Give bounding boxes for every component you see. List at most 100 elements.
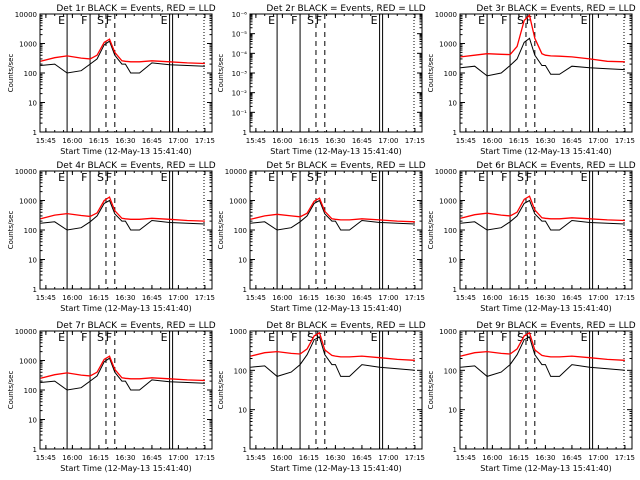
- marker-label: F: [316, 14, 322, 27]
- marker-label: S: [517, 14, 524, 27]
- marker-label: F: [291, 331, 297, 344]
- marker-label: F: [526, 171, 532, 184]
- chart-title: Det 3r BLACK = Events, RED = LLD: [476, 4, 635, 14]
- x-tick-label: 15:45: [456, 137, 476, 145]
- marker-label: F: [106, 171, 112, 184]
- marker-label: F: [526, 14, 532, 27]
- x-tick-label: 16:45: [562, 294, 582, 302]
- y-axis-label: Counts/sec: [217, 54, 225, 93]
- y-tick-label: 1000: [439, 41, 457, 49]
- x-tick-label: 17:15: [615, 294, 635, 302]
- chart-title: Det 7r BLACK = Events, RED = LLD: [56, 321, 215, 331]
- x-tick-label: 17:00: [378, 137, 398, 145]
- marker-label: E: [478, 171, 485, 184]
- chart-title: Det 6r BLACK = Events, RED = LLD: [476, 161, 635, 171]
- x-tick-label: 16:15: [509, 454, 529, 462]
- y-axis-label: Counts/sec: [7, 211, 15, 250]
- x-tick-label: 16:15: [89, 454, 109, 462]
- x-tick-label: 17:00: [588, 294, 608, 302]
- marker-label: E: [58, 331, 65, 344]
- x-tick-label: 16:30: [115, 294, 135, 302]
- x-axis-label: Start Time (12-May-13 15:41:40): [480, 304, 611, 313]
- x-axis-label: Start Time (12-May-13 15:41:40): [480, 464, 611, 473]
- y-tick-label: 10⁻²: [232, 90, 248, 98]
- x-tick-label: 16:00: [62, 294, 82, 302]
- chart-panel-4: Det 4r BLACK = Events, RED = LLD Counts/s…: [7, 161, 216, 313]
- y-tick-label: 100: [234, 227, 247, 235]
- marker-label: E: [161, 171, 168, 184]
- y-tick-label: 10: [28, 257, 37, 265]
- y-axis-label: Counts/sec: [7, 54, 15, 93]
- series-line-events: [460, 336, 625, 377]
- x-axis-label: Start Time (12-May-13 15:41:40): [480, 147, 611, 156]
- y-tick-label: 10000: [15, 168, 37, 176]
- x-axis-label: Start Time (12-May-13 15:41:40): [270, 304, 401, 313]
- marker-label: F: [106, 14, 112, 27]
- y-tick-label: 1: [243, 286, 247, 294]
- chart-title: Det 4r BLACK = Events, RED = LLD: [56, 161, 215, 171]
- marker-label: S: [517, 331, 524, 344]
- marker-label: E: [161, 14, 168, 27]
- x-tick-label: 17:00: [588, 454, 608, 462]
- x-tick-label: 16:00: [272, 454, 292, 462]
- marker-label: F: [501, 14, 507, 27]
- x-tick-label: 17:00: [378, 294, 398, 302]
- x-tick-label: 17:15: [615, 137, 635, 145]
- series-line-events: [460, 37, 625, 77]
- x-tick-label: 17:00: [168, 137, 188, 145]
- x-tick-label: 17:15: [405, 454, 425, 462]
- x-tick-label: 16:45: [142, 294, 162, 302]
- marker-label: E: [371, 171, 378, 184]
- y-axis-label: Counts/sec: [7, 371, 15, 410]
- x-tick-label: 16:30: [535, 454, 555, 462]
- marker-label: F: [106, 331, 112, 344]
- marker-label: E: [58, 14, 65, 27]
- y-tick-label: 10⁻⁶: [232, 11, 248, 19]
- x-tick-label: 15:45: [456, 454, 476, 462]
- x-tick-label: 16:15: [89, 294, 109, 302]
- x-tick-label: 16:00: [482, 294, 502, 302]
- series-line-events: [460, 199, 625, 231]
- y-tick-label: 10000: [15, 11, 37, 19]
- y-axis-label: Counts/sec: [217, 371, 225, 410]
- y-tick-label: 10: [28, 417, 37, 425]
- y-tick-label: 1: [453, 286, 457, 294]
- marker-label: F: [291, 14, 297, 27]
- y-tick-label: 1000: [19, 358, 37, 366]
- y-tick-label: 10000: [225, 168, 247, 176]
- y-tick-label: 10: [238, 407, 247, 415]
- y-tick-label: 1: [33, 129, 37, 137]
- chart-title: Det 8r BLACK = Events, RED = LLD: [266, 321, 425, 331]
- y-tick-label: 10: [448, 100, 457, 108]
- marker-label: E: [581, 171, 588, 184]
- y-tick-label: 10000: [435, 11, 457, 19]
- chart-panel-7: Det 7r BLACK = Events, RED = LLD Counts/s…: [7, 321, 216, 473]
- x-tick-label: 15:45: [246, 137, 266, 145]
- y-tick-label: 1000: [19, 198, 37, 206]
- series-line-lld: [40, 196, 205, 222]
- marker-label: E: [371, 331, 378, 344]
- chart-title: Det 2r BLACK = Events, RED = LLD: [266, 4, 425, 14]
- y-axis-label: Counts/sec: [217, 211, 225, 250]
- y-tick-label: 10⁻³: [232, 70, 248, 78]
- y-tick-label: 100: [444, 227, 457, 235]
- x-axis-label: Start Time (12-May-13 15:41:40): [60, 304, 191, 313]
- series-line-events: [40, 357, 205, 391]
- y-tick-label: 10⁻¹: [232, 109, 248, 117]
- x-tick-label: 16:15: [299, 454, 319, 462]
- y-tick-label: 1000: [229, 198, 247, 206]
- x-axis-label: Start Time (12-May-13 15:41:40): [60, 464, 191, 473]
- marker-label: F: [501, 171, 507, 184]
- x-tick-label: 17:15: [195, 454, 215, 462]
- y-tick-label: 1000: [439, 198, 457, 206]
- y-tick-label: 10⁻⁴: [232, 50, 248, 58]
- x-tick-label: 17:15: [615, 454, 635, 462]
- plot-frame: [39, 330, 213, 450]
- marker-label: E: [371, 14, 378, 27]
- marker-label: S: [97, 171, 104, 184]
- marker-label: F: [501, 331, 507, 344]
- x-tick-label: 17:00: [378, 454, 398, 462]
- x-tick-label: 16:00: [272, 294, 292, 302]
- marker-label: F: [81, 331, 87, 344]
